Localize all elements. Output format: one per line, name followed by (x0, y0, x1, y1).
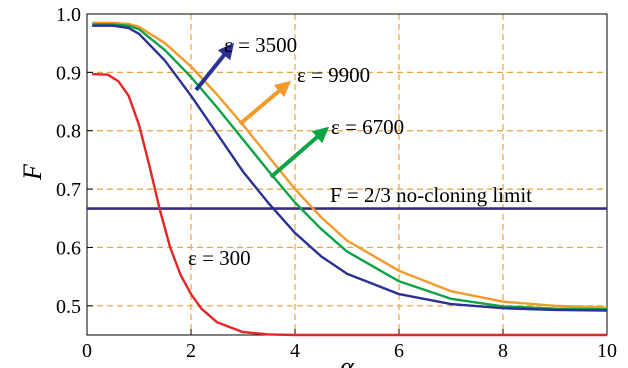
reference-line-label: F = 2/3 no-cloning limit (330, 183, 532, 207)
series-group (92, 21, 608, 337)
y-tick-label: 0.9 (56, 62, 81, 84)
series-line-eps-3500 (92, 24, 608, 312)
label-eps-9900: ε = 9900 (297, 63, 370, 87)
x-tick-label: 2 (186, 340, 196, 362)
arrow-eps-9900 (238, 80, 292, 126)
x-tick-label: 10 (597, 340, 617, 362)
y-tick-label: 0.8 (56, 121, 81, 143)
series-line-eps-300 (92, 72, 607, 337)
arrow-eps-6700 (269, 126, 330, 179)
x-tick-label: 0 (82, 340, 92, 362)
y-tick-label: 0.6 (56, 237, 81, 259)
y-tick-label: 0.5 (56, 296, 81, 318)
arrow-eps-3500 (194, 42, 235, 92)
series-line-eps-9900 (92, 21, 608, 309)
x-tick-label: 6 (394, 340, 404, 362)
tick-labels: 0 2 4 6 8 10 0.5 0.6 0.7 0.8 0.9 1.0 (56, 4, 617, 362)
series-line-eps-6700 (92, 23, 608, 311)
y-tick-label: 0.7 (56, 179, 81, 201)
x-tick-label: 4 (290, 340, 300, 362)
y-tick-label: 1.0 (56, 4, 81, 26)
label-eps-300: ε = 300 (188, 246, 251, 270)
x-axis-title: α (340, 352, 355, 368)
grid-lines (87, 14, 607, 335)
y-axis-title: F (18, 163, 47, 181)
x-tick-label: 8 (498, 340, 508, 362)
label-eps-6700: ε = 6700 (331, 115, 404, 139)
label-eps-3500: ε = 3500 (224, 33, 297, 57)
